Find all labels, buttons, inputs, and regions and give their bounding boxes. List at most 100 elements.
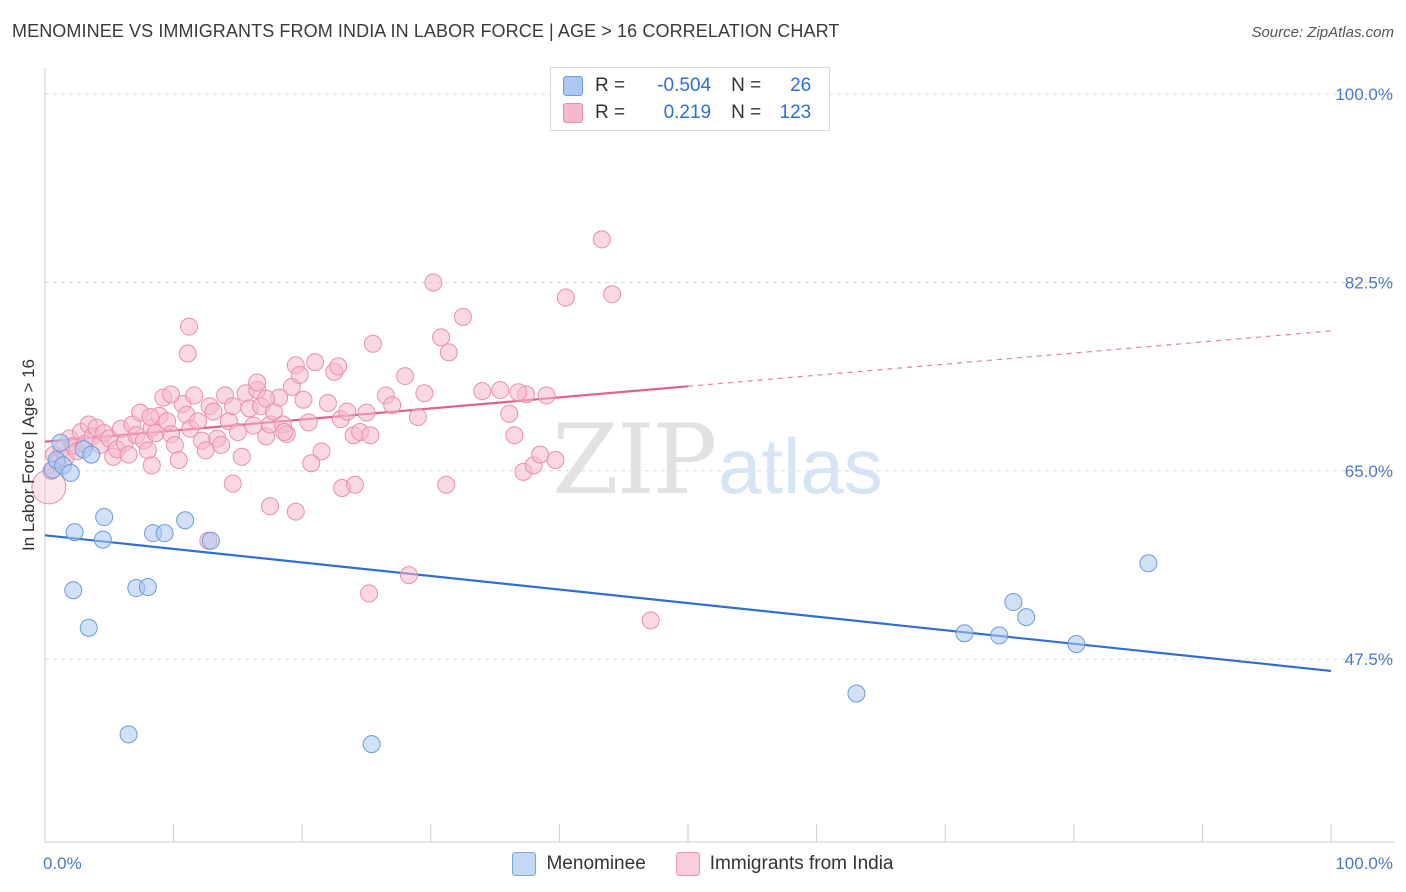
data-point-immigrants-from-india (232, 447, 251, 466)
legend-n-value: 123 (779, 102, 812, 123)
axes (44, 68, 1395, 843)
source-label: Source: ZipAtlas.com (1251, 24, 1394, 41)
x-tick-label: 0.0% (43, 854, 82, 873)
data-point-immigrants-from-india (312, 442, 331, 461)
data-point-menominee (61, 463, 80, 482)
data-point-immigrants-from-india (180, 317, 199, 336)
data-point-menominee (51, 433, 70, 452)
data-point-menominee (990, 626, 1009, 645)
data-point-menominee (93, 530, 112, 549)
y-tick-label: 65.0% (1345, 462, 1393, 481)
data-point-immigrants-from-india (223, 474, 242, 493)
y-axis-label: In Labor Force | Age > 16 (19, 359, 38, 551)
data-point-immigrants-from-india (299, 413, 318, 432)
legend-r-label: R = (595, 102, 626, 123)
data-point-immigrants-from-india (424, 273, 443, 292)
data-point-menominee (82, 445, 101, 464)
data-point-immigrants-from-india (189, 412, 208, 431)
data-point-immigrants-from-india (399, 566, 418, 585)
data-point-immigrants-from-india (432, 328, 451, 347)
data-point-immigrants-from-india (505, 426, 524, 445)
data-point-menominee (362, 735, 381, 754)
data-point-menominee (955, 624, 974, 643)
data-point-immigrants-from-india (439, 343, 458, 362)
data-point-immigrants-from-india (531, 445, 550, 464)
data-point-immigrants-from-india (286, 502, 305, 521)
data-point-immigrants-from-india (275, 423, 294, 442)
data-point-immigrants-from-india (165, 435, 184, 454)
trend-line-extension-pink (687, 330, 1332, 387)
data-point-menominee (1004, 593, 1023, 612)
y-tick-labels: 47.5% 65.0% 82.5% 100.0% (1335, 85, 1393, 669)
trend-line-blue (44, 534, 1332, 673)
data-point-immigrants-from-india (162, 385, 181, 404)
data-point-immigrants-from-india (138, 441, 157, 460)
legend-n-label: N = (731, 75, 762, 96)
legend-r-value: -0.504 (657, 75, 712, 96)
legend-item-immigrants-from-india[interactable]: Immigrants from India (675, 852, 894, 876)
data-point-immigrants-from-india (212, 435, 231, 454)
data-point-immigrants-from-india (415, 384, 434, 403)
legend-label-menominee: Menominee (546, 853, 646, 874)
data-point-menominee (95, 508, 114, 527)
legend-label-immigrants-from-india: Immigrants from India (709, 853, 894, 874)
data-point-immigrants-from-india (357, 403, 376, 422)
data-point-immigrants-from-india (290, 365, 309, 384)
data-point-menominee (119, 725, 138, 744)
data-point-menominee (138, 577, 157, 596)
data-point-menominee (155, 524, 174, 543)
data-point-immigrants-from-india (257, 389, 276, 408)
data-point-immigrants-from-india (248, 373, 267, 392)
data-point-immigrants-from-india (556, 288, 575, 307)
data-point-immigrants-from-india (338, 402, 357, 421)
data-point-immigrants-from-india (592, 230, 611, 249)
data-point-menominee (64, 581, 83, 600)
data-point-immigrants-from-india (119, 445, 138, 464)
y-tick-label: 82.5% (1345, 273, 1393, 292)
data-point-immigrants-from-india (141, 407, 160, 426)
correlation-legend: R = -0.504 N = 26 R = 0.219 N = 123 (550, 67, 830, 131)
legend-row-immigrants-from-india: R = 0.219 N = 123 (563, 101, 811, 125)
data-point-menominee (176, 511, 195, 530)
legend-item-menominee[interactable]: Menominee (512, 852, 646, 876)
data-point-immigrants-from-india (509, 383, 528, 402)
data-point-menominee (79, 618, 98, 637)
data-point-immigrants-from-india (491, 381, 510, 400)
legend-r-label: R = (595, 75, 626, 96)
legend-row-menominee: R = -0.504 N = 26 (563, 74, 811, 98)
data-point-immigrants-from-india (318, 393, 337, 412)
chart-title: MENOMINEE VS IMMIGRANTS FROM INDIA IN LA… (12, 21, 840, 41)
watermark-atlas: atlas (718, 422, 883, 510)
data-point-immigrants-from-india (223, 397, 242, 416)
data-point-immigrants-from-india (228, 423, 247, 442)
data-point-menominee (65, 523, 84, 542)
series-legend: Menominee Immigrants from India (0, 852, 1406, 876)
data-point-immigrants-from-india (437, 475, 456, 494)
x-tick-labels: 0.0% 100.0% (43, 854, 1393, 873)
data-point-immigrants-from-india (329, 357, 348, 376)
legend-swatch-blue (563, 76, 583, 96)
data-point-menominee (847, 684, 866, 703)
data-point-immigrants-from-india (345, 475, 364, 494)
x-tick-label: 100.0% (1335, 854, 1393, 873)
data-point-immigrants-from-india (169, 451, 188, 469)
data-point-immigrants-from-india (363, 334, 382, 353)
data-point-immigrants-from-india (408, 407, 427, 426)
gridlines (45, 93, 1395, 660)
watermark-zip: ZIP (552, 404, 715, 516)
data-point-immigrants-from-india (142, 456, 161, 475)
data-point-menominee (1139, 554, 1158, 573)
data-point-menominee (1067, 635, 1086, 654)
data-point-immigrants-from-india (306, 353, 325, 372)
y-tick-label: 100.0% (1335, 85, 1393, 104)
data-point-menominee (201, 531, 220, 550)
data-point-immigrants-from-india (204, 402, 223, 421)
data-point-immigrants-from-india (537, 386, 556, 405)
data-point-immigrants-from-india (294, 390, 313, 409)
watermark: ZIP atlas (552, 404, 883, 516)
data-point-immigrants-from-india (360, 584, 379, 603)
data-point-immigrants-from-india (396, 367, 415, 386)
data-point-immigrants-from-india (178, 344, 197, 363)
series-menominee (43, 433, 1158, 754)
